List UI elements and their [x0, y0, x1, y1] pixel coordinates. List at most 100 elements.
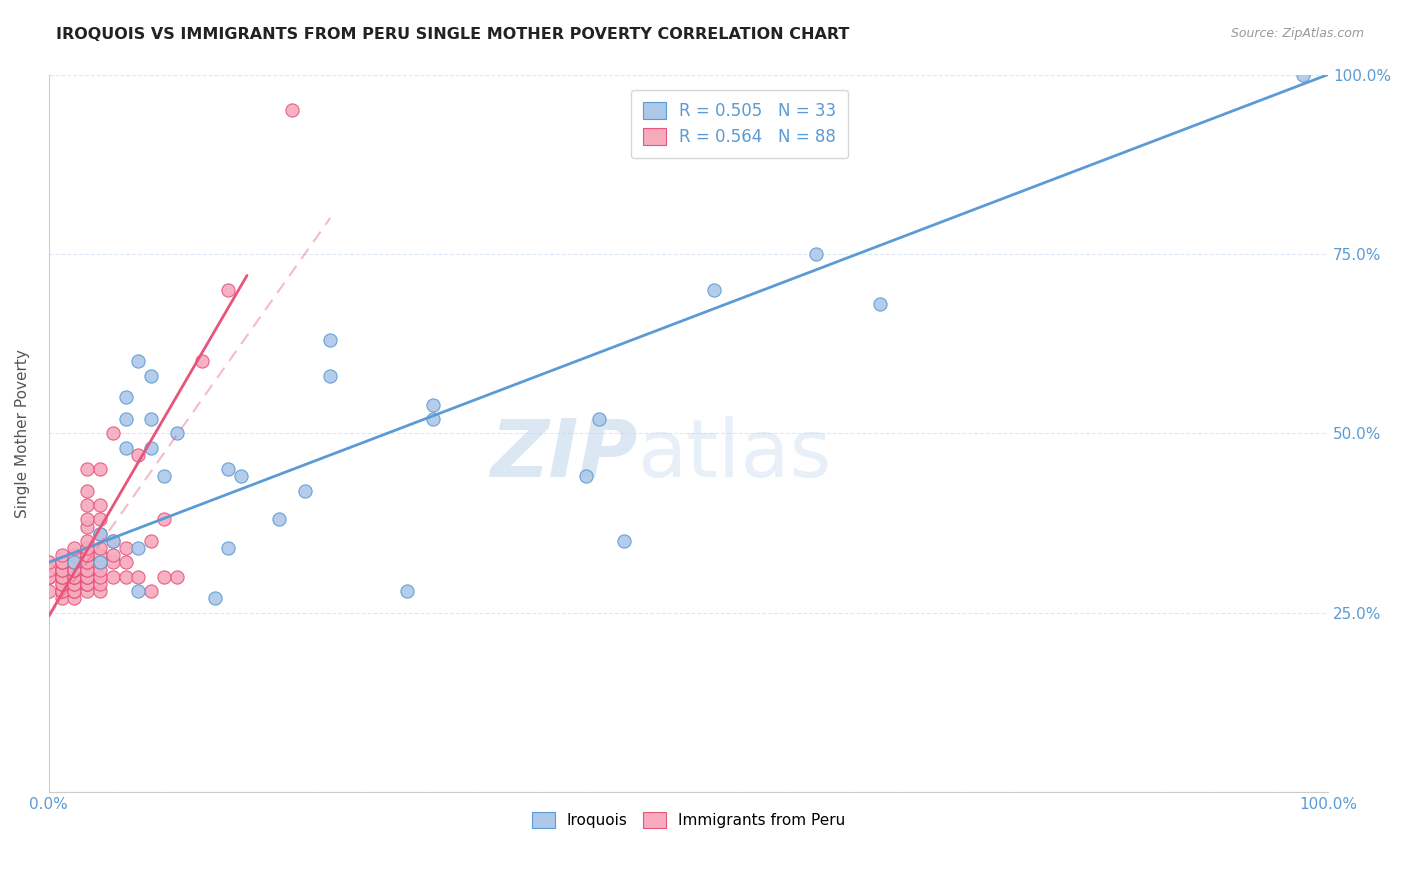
Point	[76, 577, 98, 591]
Point	[51, 577, 73, 591]
Point	[76, 519, 98, 533]
Point	[89, 526, 111, 541]
Point	[51, 555, 73, 569]
Point	[51, 591, 73, 606]
Point	[76, 533, 98, 548]
Point	[51, 563, 73, 577]
Point	[166, 570, 188, 584]
Point	[395, 584, 418, 599]
Point	[76, 570, 98, 584]
Point	[114, 412, 136, 426]
Point	[63, 548, 86, 562]
Point	[101, 426, 124, 441]
Point	[114, 441, 136, 455]
Point	[63, 555, 86, 569]
Point	[127, 541, 149, 555]
Point	[217, 283, 239, 297]
Point	[63, 584, 86, 599]
Point	[89, 541, 111, 555]
Point	[153, 570, 176, 584]
Point	[89, 526, 111, 541]
Point	[89, 555, 111, 569]
Point	[217, 462, 239, 476]
Point	[114, 555, 136, 569]
Point	[51, 584, 73, 599]
Point	[63, 584, 86, 599]
Point	[38, 563, 60, 577]
Point	[63, 591, 86, 606]
Point	[229, 469, 252, 483]
Point	[422, 398, 444, 412]
Point	[139, 412, 162, 426]
Point	[63, 570, 86, 584]
Point	[89, 555, 111, 569]
Point	[76, 584, 98, 599]
Point	[38, 555, 60, 569]
Point	[89, 577, 111, 591]
Legend: Iroquois, Immigrants from Peru: Iroquois, Immigrants from Peru	[526, 806, 852, 835]
Point	[63, 563, 86, 577]
Point	[153, 469, 176, 483]
Point	[127, 584, 149, 599]
Point	[281, 103, 304, 118]
Point	[153, 512, 176, 526]
Point	[38, 570, 60, 584]
Point	[217, 541, 239, 555]
Point	[101, 533, 124, 548]
Point	[422, 412, 444, 426]
Point	[51, 577, 73, 591]
Point	[63, 570, 86, 584]
Point	[267, 512, 290, 526]
Point	[703, 283, 725, 297]
Point	[76, 541, 98, 555]
Point	[38, 570, 60, 584]
Point	[127, 570, 149, 584]
Point	[101, 548, 124, 562]
Point	[89, 462, 111, 476]
Point	[76, 570, 98, 584]
Point	[63, 584, 86, 599]
Point	[191, 354, 214, 368]
Point	[114, 541, 136, 555]
Point	[76, 498, 98, 512]
Point	[575, 469, 598, 483]
Point	[76, 512, 98, 526]
Point	[38, 570, 60, 584]
Point	[319, 333, 342, 347]
Point	[114, 390, 136, 404]
Point	[51, 548, 73, 562]
Point	[63, 541, 86, 555]
Point	[63, 563, 86, 577]
Point	[76, 548, 98, 562]
Point	[63, 555, 86, 569]
Point	[63, 555, 86, 569]
Point	[76, 563, 98, 577]
Point	[613, 533, 636, 548]
Point	[76, 563, 98, 577]
Point	[51, 570, 73, 584]
Point	[89, 570, 111, 584]
Point	[89, 512, 111, 526]
Point	[76, 548, 98, 562]
Point	[89, 548, 111, 562]
Point	[51, 563, 73, 577]
Point	[1291, 68, 1313, 82]
Point	[51, 570, 73, 584]
Point	[51, 555, 73, 569]
Text: atlas: atlas	[637, 416, 831, 494]
Point	[89, 584, 111, 599]
Point	[89, 498, 111, 512]
Point	[114, 570, 136, 584]
Point	[63, 577, 86, 591]
Text: IROQUOIS VS IMMIGRANTS FROM PERU SINGLE MOTHER POVERTY CORRELATION CHART: IROQUOIS VS IMMIGRANTS FROM PERU SINGLE …	[56, 27, 849, 42]
Point	[101, 555, 124, 569]
Point	[76, 570, 98, 584]
Point	[294, 483, 316, 498]
Point	[76, 555, 98, 569]
Point	[101, 570, 124, 584]
Text: Source: ZipAtlas.com: Source: ZipAtlas.com	[1230, 27, 1364, 40]
Point	[588, 412, 610, 426]
Point	[139, 533, 162, 548]
Point	[51, 555, 73, 569]
Point	[76, 577, 98, 591]
